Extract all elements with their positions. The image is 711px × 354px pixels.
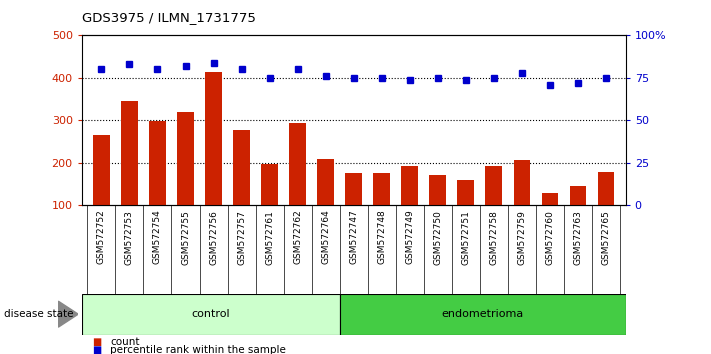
- Text: GSM572763: GSM572763: [574, 210, 582, 265]
- Bar: [261, 164, 278, 248]
- Text: GSM572747: GSM572747: [349, 210, 358, 264]
- Bar: [598, 172, 614, 248]
- Text: GSM572749: GSM572749: [405, 210, 415, 264]
- Bar: [205, 72, 222, 248]
- Bar: [233, 130, 250, 248]
- Bar: [402, 166, 418, 248]
- Text: GSM572756: GSM572756: [209, 210, 218, 265]
- Text: GSM572761: GSM572761: [265, 210, 274, 265]
- Text: GSM572760: GSM572760: [545, 210, 555, 265]
- Bar: [513, 160, 530, 248]
- Text: GSM572748: GSM572748: [378, 210, 386, 264]
- Bar: [121, 101, 138, 248]
- Text: GSM572765: GSM572765: [602, 210, 611, 265]
- Bar: [429, 175, 447, 248]
- Text: GSM572751: GSM572751: [461, 210, 471, 265]
- Bar: [542, 193, 558, 248]
- Bar: [289, 123, 306, 248]
- Bar: [149, 121, 166, 248]
- Bar: [177, 112, 194, 248]
- Text: disease state: disease state: [4, 309, 73, 319]
- Text: GSM572762: GSM572762: [293, 210, 302, 264]
- Bar: [82, 294, 340, 335]
- Text: percentile rank within the sample: percentile rank within the sample: [110, 346, 286, 354]
- Bar: [340, 294, 626, 335]
- Bar: [457, 180, 474, 248]
- Text: ■: ■: [92, 337, 102, 347]
- Bar: [373, 173, 390, 248]
- Polygon shape: [58, 301, 78, 327]
- Bar: [93, 135, 109, 248]
- Bar: [486, 166, 502, 248]
- Text: GSM572757: GSM572757: [237, 210, 246, 265]
- Bar: [317, 159, 334, 248]
- Bar: [346, 173, 362, 248]
- Text: control: control: [191, 309, 230, 319]
- Text: count: count: [110, 337, 139, 347]
- Bar: [570, 186, 587, 248]
- Text: GDS3975 / ILMN_1731775: GDS3975 / ILMN_1731775: [82, 11, 256, 24]
- Text: GSM572755: GSM572755: [181, 210, 190, 265]
- Text: endometrioma: endometrioma: [442, 309, 524, 319]
- Text: GSM572759: GSM572759: [518, 210, 526, 265]
- Text: GSM572750: GSM572750: [433, 210, 442, 265]
- Text: ■: ■: [92, 346, 102, 354]
- Text: GSM572764: GSM572764: [321, 210, 330, 264]
- Text: GSM572752: GSM572752: [97, 210, 106, 264]
- Text: GSM572758: GSM572758: [489, 210, 498, 265]
- Text: GSM572754: GSM572754: [153, 210, 162, 264]
- Text: GSM572753: GSM572753: [125, 210, 134, 265]
